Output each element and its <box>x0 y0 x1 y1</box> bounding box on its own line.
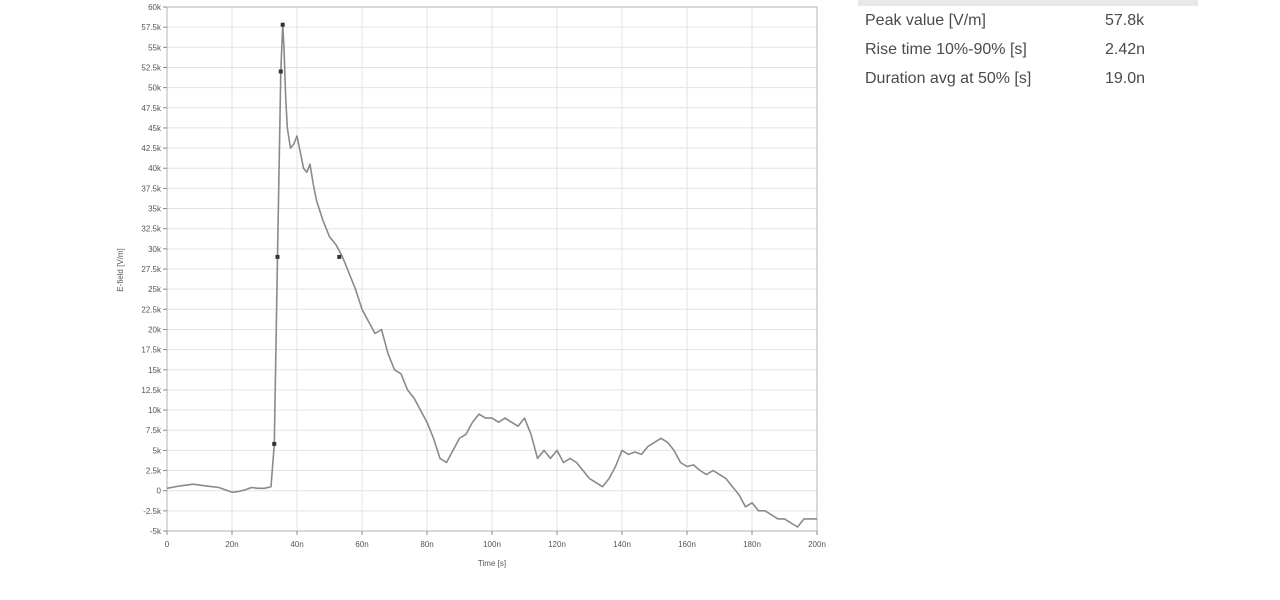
result-value: 19.0n <box>1105 70 1146 87</box>
marker-layer <box>272 22 342 446</box>
y-tick-label: 7.5k <box>146 426 162 435</box>
measurement-marker <box>275 254 280 259</box>
y-tick-label: 25k <box>148 285 162 294</box>
chart-grid <box>166 6 818 532</box>
y-tick-label: 52.5k <box>141 63 162 72</box>
y-tick-label: 10k <box>148 406 162 415</box>
y-tick-label: 37.5k <box>141 184 162 193</box>
x-tick-label: 60n <box>355 540 368 549</box>
y-tick-label: 2.5k <box>146 467 162 476</box>
x-tick-label: 200n <box>808 540 826 549</box>
x-tick-label: 0 <box>165 540 170 549</box>
x-tick-label: 160n <box>678 540 696 549</box>
y-tick-label: 47.5k <box>141 104 162 113</box>
measurement-marker <box>337 254 342 259</box>
y-tick-label: 60k <box>148 3 162 12</box>
x-tick-label: 40n <box>290 540 303 549</box>
y-tick-label: 27.5k <box>141 265 162 274</box>
y-axis-title: E-field [V/m] <box>116 248 125 292</box>
y-tick-label: 17.5k <box>141 346 162 355</box>
results-header <box>858 0 1198 6</box>
y-tick-label: 32.5k <box>141 225 162 234</box>
x-tick-label: 80n <box>420 540 433 549</box>
y-tick-label: 45k <box>148 124 162 133</box>
result-param: Duration avg at 50% [s] <box>865 70 1032 87</box>
result-param: Peak value [V/m] <box>865 12 986 29</box>
x-tick-label: 100n <box>483 540 501 549</box>
x-tick-label: 120n <box>548 540 566 549</box>
x-axis-title: Time [s] <box>478 559 506 568</box>
x-tick-label: 20n <box>225 540 238 549</box>
y-tick-label: 0 <box>157 487 162 496</box>
result-param: Rise time 10%-90% [s] <box>865 41 1027 58</box>
y-tick-label: 55k <box>148 43 162 52</box>
y-tick-label: 15k <box>148 366 162 375</box>
result-value: 2.42n <box>1105 41 1146 58</box>
measurement-marker <box>280 22 285 27</box>
e-field-chart: 0 20n 40n 60n 80n 100n 120n 140n 160n 180n 200n -5k… <box>116 3 826 568</box>
y-tick-label: 42.5k <box>141 144 162 153</box>
y-tick-label: 12.5k <box>141 386 162 395</box>
x-tick-label: 180n <box>743 540 761 549</box>
y-tick-label: 35k <box>148 205 162 214</box>
result-row-rise-time: Rise time 10%-90% [s] 2.42n <box>858 35 1198 64</box>
y-tick-label: 30k <box>148 245 162 254</box>
result-row-duration: Duration avg at 50% [s] 19.0n <box>858 64 1198 93</box>
y-tick-label: -5k <box>150 527 162 536</box>
results-table: Peak value [V/m] 57.8k Rise time 10%-90%… <box>858 0 1198 93</box>
result-row-peak: Peak value [V/m] 57.8k <box>858 6 1198 35</box>
y-tick-label: 20k <box>148 325 162 334</box>
y-tick-label: 22.5k <box>141 305 162 314</box>
y-tick-label: 5k <box>153 446 162 455</box>
y-tick-label: 50k <box>148 84 162 93</box>
chart-axes: 0 20n 40n 60n 80n 100n 120n 140n 160n 180n 200n -5k… <box>141 3 825 549</box>
series-layer <box>166 23 817 528</box>
e-field-series-line <box>166 23 817 528</box>
measurement-marker <box>272 441 277 446</box>
result-value: 57.8k <box>1105 12 1145 29</box>
y-tick-label: 40k <box>148 164 162 173</box>
y-tick-label: -2.5k <box>143 507 162 516</box>
x-tick-label: 140n <box>613 540 631 549</box>
measurement-marker <box>278 69 283 74</box>
y-tick-label: 57.5k <box>141 23 162 32</box>
